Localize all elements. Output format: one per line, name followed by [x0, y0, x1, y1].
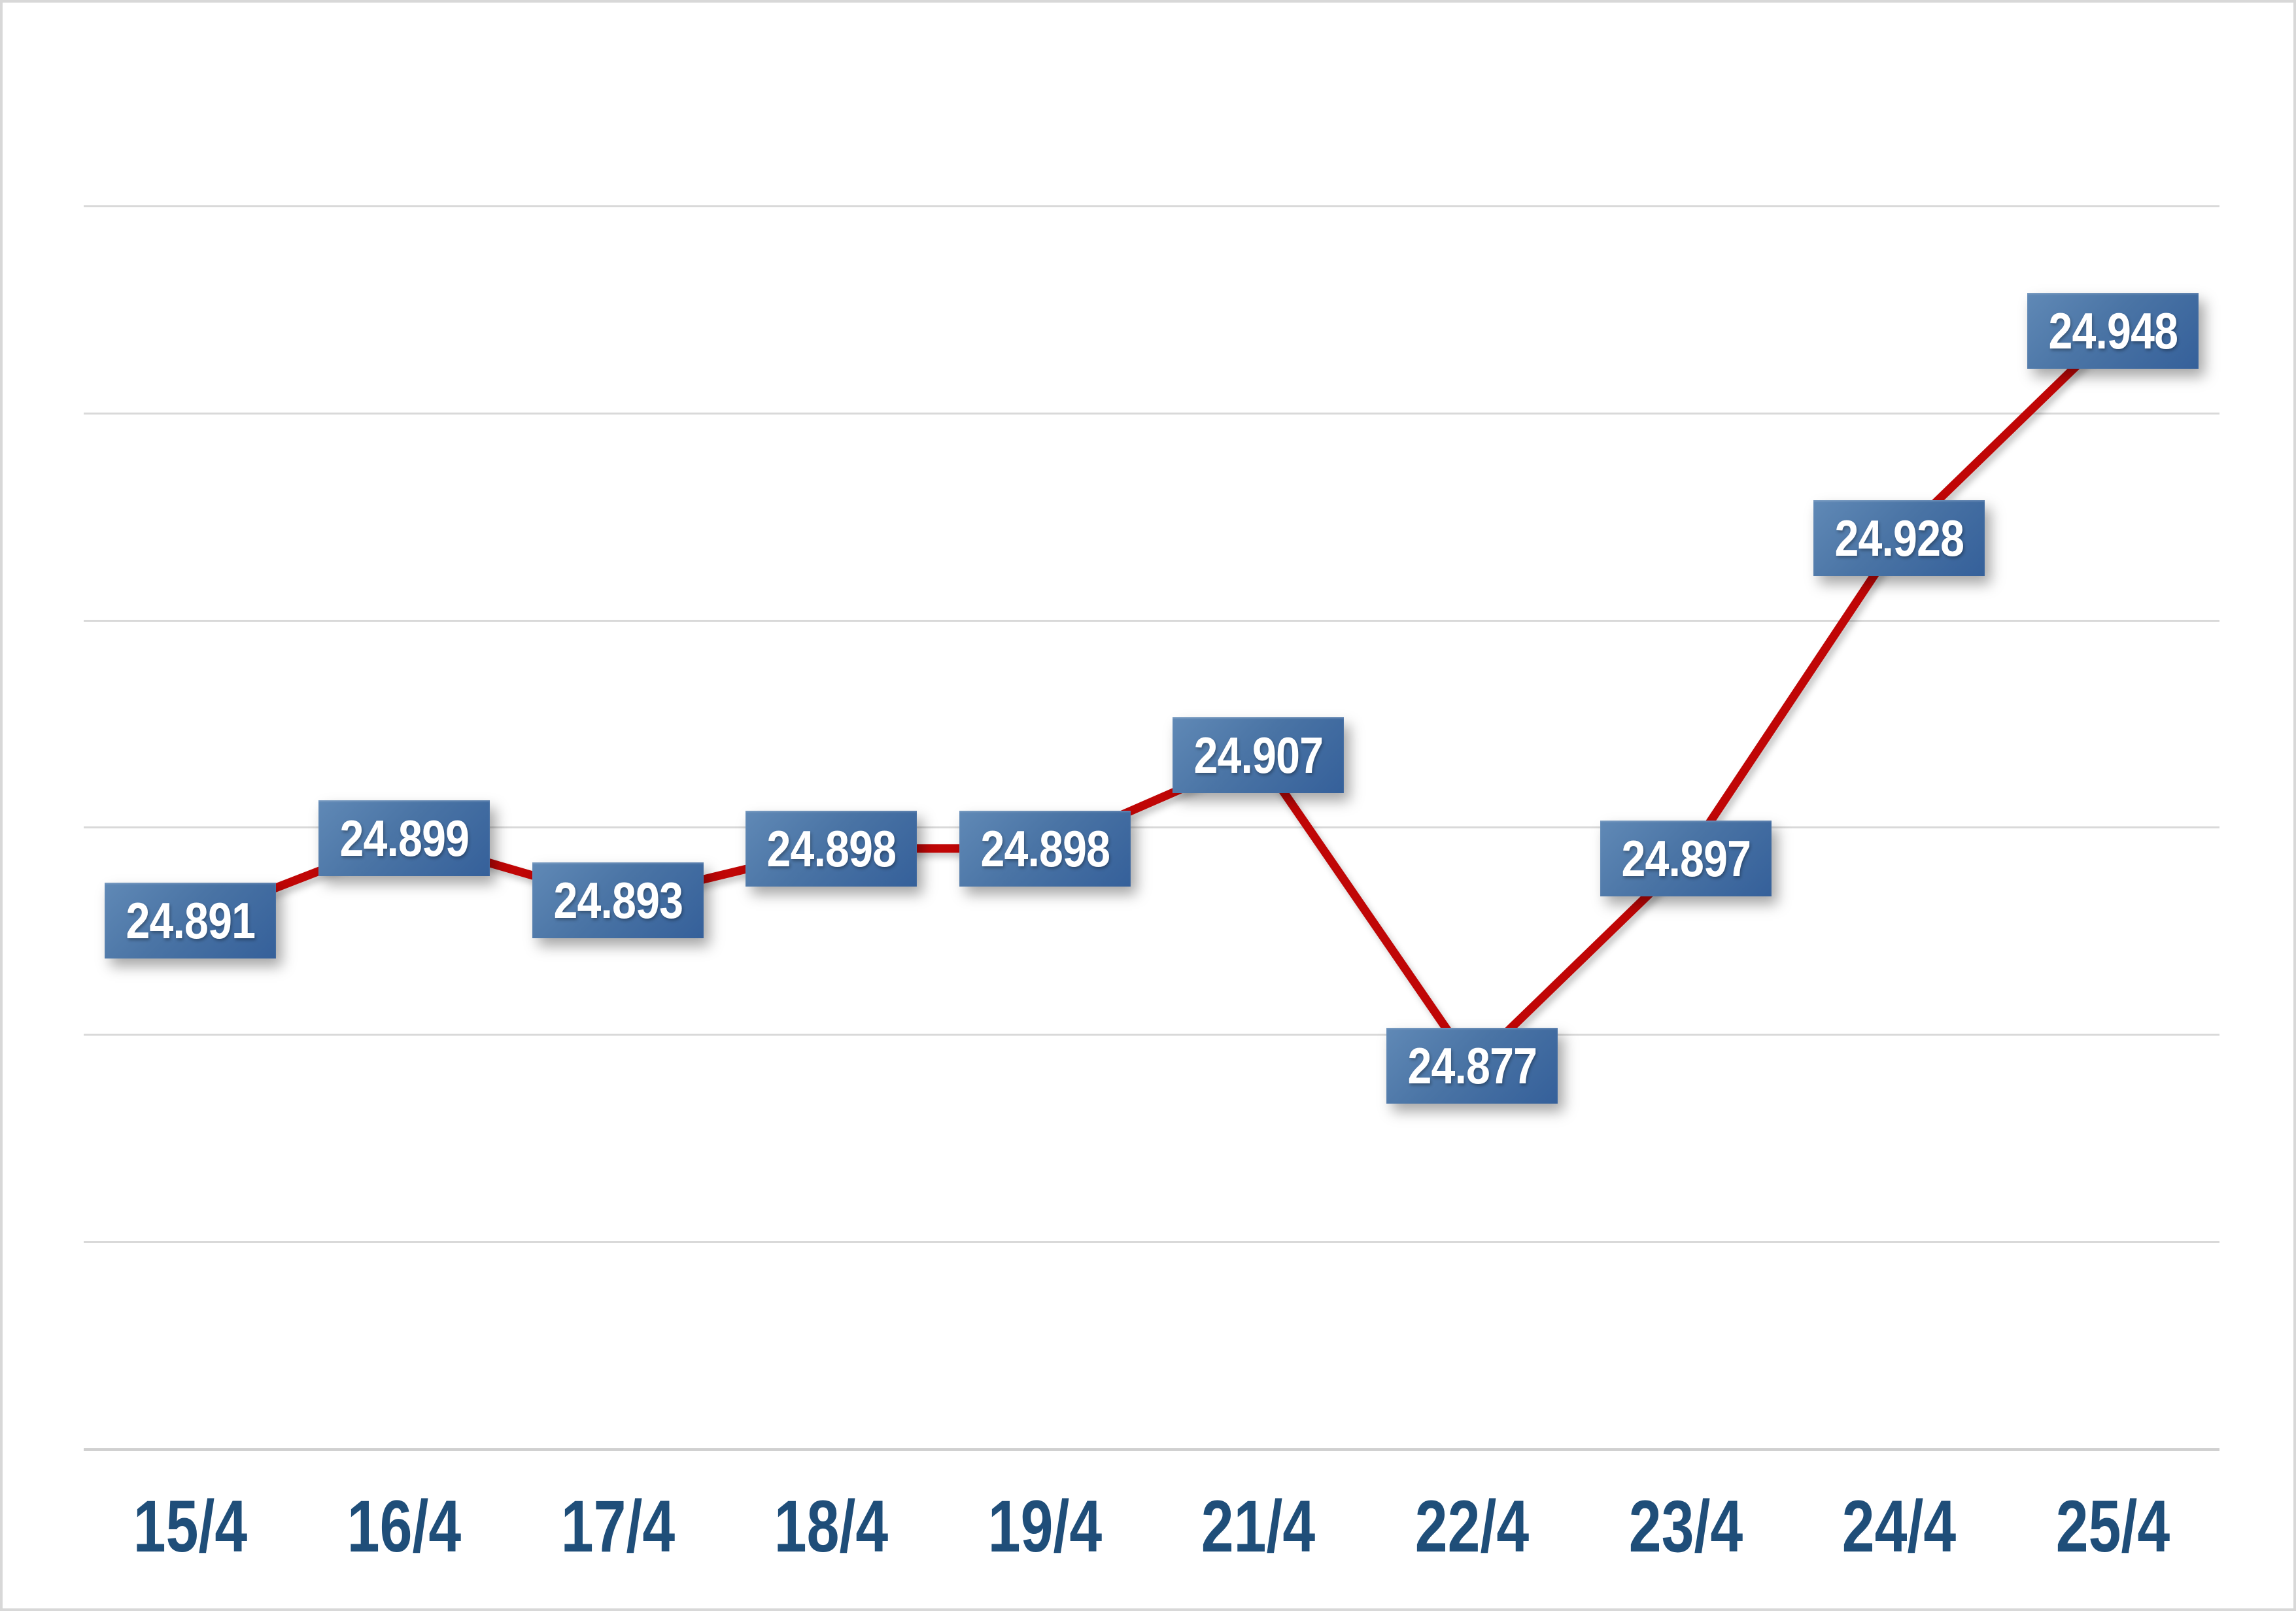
gridline: [84, 205, 2219, 207]
gridline: [84, 1034, 2219, 1036]
value-label-box: 24.891: [105, 883, 276, 958]
value-label-box: 24.907: [1173, 717, 1344, 793]
value-label-text: 24.898: [980, 819, 1110, 877]
value-label-box: 24.898: [745, 811, 917, 887]
gridline: [84, 1241, 2219, 1243]
value-label-text: 24.877: [1407, 1036, 1537, 1094]
x-axis-label: 21/4: [1127, 1477, 1389, 1575]
x-axis-label-text: 17/4: [560, 1485, 676, 1567]
x-axis-label: 22/4: [1341, 1477, 1603, 1575]
x-axis-label-text: 16/4: [347, 1485, 462, 1567]
line-series-path: [186, 326, 2117, 1070]
value-label-box: 24.948: [2027, 293, 2199, 369]
gridline: [84, 413, 2219, 415]
value-label-box: 24.877: [1386, 1028, 1558, 1104]
x-axis-label: 25/4: [1982, 1477, 2244, 1575]
value-label-text: 24.898: [766, 819, 897, 877]
x-axis-label: 18/4: [700, 1477, 962, 1575]
x-axis-label-text: 24/4: [1842, 1485, 1957, 1567]
value-label-box: 24.893: [532, 862, 704, 938]
gridline: [84, 620, 2219, 622]
x-axis-label: 16/4: [273, 1477, 535, 1575]
value-label-text: 24.948: [2048, 301, 2178, 360]
category-axis-line: [84, 1448, 2219, 1451]
x-axis-label-text: 21/4: [1201, 1485, 1316, 1567]
gridline: [84, 826, 2219, 828]
price-line-series: [186, 326, 2117, 1070]
x-axis-label-text: 18/4: [774, 1485, 889, 1567]
value-label-text: 24.907: [1193, 726, 1324, 784]
x-axis-label-text: 19/4: [987, 1485, 1103, 1567]
value-label-box: 24.899: [318, 800, 490, 876]
x-axis-label-text: 25/4: [2055, 1485, 2170, 1567]
x-axis-label-text: 23/4: [1628, 1485, 1743, 1567]
value-label-box: 24.898: [959, 811, 1131, 887]
x-axis-label: 23/4: [1555, 1477, 1817, 1575]
value-label-text: 24.893: [553, 871, 683, 929]
x-axis-label: 19/4: [914, 1477, 1176, 1575]
x-axis-label: 17/4: [487, 1477, 749, 1575]
value-label-box: 24.928: [1813, 500, 1985, 576]
value-label-text: 24.928: [1834, 509, 1964, 567]
x-axis-label: 24/4: [1768, 1477, 2030, 1575]
value-label-text: 24.899: [339, 809, 470, 867]
value-label-box: 24.897: [1600, 821, 1772, 896]
x-axis-label-text: 22/4: [1414, 1485, 1530, 1567]
x-axis-label: 15/4: [60, 1477, 321, 1575]
value-label-text: 24.891: [126, 891, 256, 949]
x-axis-label-text: 15/4: [133, 1485, 248, 1567]
value-label-text: 24.897: [1621, 829, 1751, 887]
